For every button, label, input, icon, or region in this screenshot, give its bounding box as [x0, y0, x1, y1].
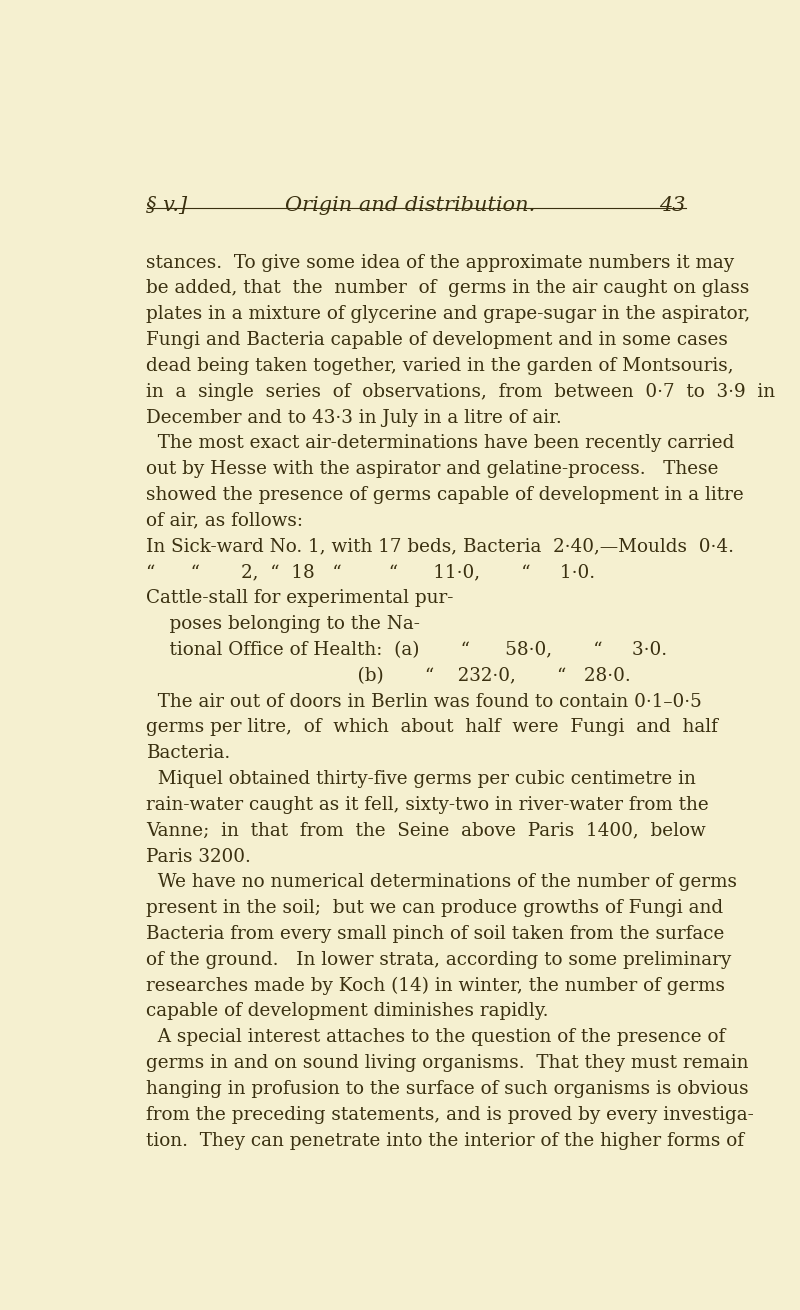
Text: poses belonging to the Na-: poses belonging to the Na-	[146, 616, 420, 633]
Text: tion.  They can penetrate into the interior of the higher forms of: tion. They can penetrate into the interi…	[146, 1132, 745, 1150]
Text: present in the soil;  but we can produce growths of Fungi and: present in the soil; but we can produce …	[146, 899, 724, 917]
Text: December and to 43·3 in July in a litre of air.: December and to 43·3 in July in a litre …	[146, 409, 562, 427]
Text: A special interest attaches to the question of the presence of: A special interest attaches to the quest…	[146, 1028, 726, 1047]
Text: Fungi and Bacteria capable of development and in some cases: Fungi and Bacteria capable of developmen…	[146, 331, 728, 348]
Text: The air out of doors in Berlin was found to contain 0·1–0·5: The air out of doors in Berlin was found…	[146, 693, 702, 710]
Text: Bacteria.: Bacteria.	[146, 744, 230, 762]
Text: of the ground.   In lower strata, according to some preliminary: of the ground. In lower strata, accordin…	[146, 951, 732, 969]
Text: from the preceding statements, and is proved by every investiga-: from the preceding statements, and is pr…	[146, 1106, 754, 1124]
Text: § v.]: § v.]	[146, 195, 188, 215]
Text: plates in a mixture of glycerine and grape-sugar in the aspirator,: plates in a mixture of glycerine and gra…	[146, 305, 750, 324]
Text: Miquel obtained thirty-five germs per cubic centimetre in: Miquel obtained thirty-five germs per cu…	[146, 770, 696, 789]
Text: capable of development diminishes rapidly.: capable of development diminishes rapidl…	[146, 1002, 549, 1020]
Text: tional Office of Health:  (a)       “      58·0,       “     3·0.: tional Office of Health: (a) “ 58·0, “ 3…	[146, 641, 668, 659]
Text: We have no numerical determinations of the number of germs: We have no numerical determinations of t…	[146, 874, 738, 891]
Text: Bacteria from every small pinch of soil taken from the surface: Bacteria from every small pinch of soil …	[146, 925, 725, 943]
Text: of air, as follows:: of air, as follows:	[146, 512, 303, 529]
Text: In Sick-ward No. 1, with 17 beds, Bacteria  2·40,—Moulds  0·4.: In Sick-ward No. 1, with 17 beds, Bacter…	[146, 537, 734, 555]
Text: Origin and distribution.: Origin and distribution.	[285, 195, 535, 215]
Text: Paris 3200.: Paris 3200.	[146, 848, 251, 866]
Text: out by Hesse with the aspirator and gelatine-process.   These: out by Hesse with the aspirator and gela…	[146, 460, 719, 478]
Text: “      “       2,  “  18   “        “      11·0,       “     1·0.: “ “ 2, “ 18 “ “ 11·0, “ 1·0.	[146, 563, 596, 582]
Text: germs in and on sound living organisms.  That they must remain: germs in and on sound living organisms. …	[146, 1055, 749, 1072]
Text: showed the presence of germs capable of development in a litre: showed the presence of germs capable of …	[146, 486, 744, 504]
Text: The most exact air-determinations have been recently carried: The most exact air-determinations have b…	[146, 435, 735, 452]
Text: researches made by Koch (14) in winter, the number of germs: researches made by Koch (14) in winter, …	[146, 977, 726, 994]
Text: 43: 43	[659, 195, 686, 215]
Text: germs per litre,  of  which  about  half  were  Fungi  and  half: germs per litre, of which about half wer…	[146, 718, 718, 736]
Text: rain-water caught as it fell, sixty-two in river-water from the: rain-water caught as it fell, sixty-two …	[146, 796, 710, 814]
Text: in  a  single  series  of  observations,  from  between  0·7  to  3·9  in: in a single series of observations, from…	[146, 383, 776, 401]
Text: dead being taken together, varied in the garden of Montsouris,: dead being taken together, varied in the…	[146, 356, 734, 375]
Text: be added, that  the  number  of  germs in the air caught on glass: be added, that the number of germs in th…	[146, 279, 750, 297]
Text: hanging in profusion to the surface of such organisms is obvious: hanging in profusion to the surface of s…	[146, 1079, 749, 1098]
Text: stances.  To give some idea of the approximate numbers it may: stances. To give some idea of the approx…	[146, 254, 734, 271]
Text: Vanne;  in  that  from  the  Seine  above  Paris  1400,  below: Vanne; in that from the Seine above Pari…	[146, 821, 706, 840]
Text: Cattle-stall for experimental pur-: Cattle-stall for experimental pur-	[146, 590, 454, 608]
Text: (b)       “    232·0,       “   28·0.: (b) “ 232·0, “ 28·0.	[146, 667, 631, 685]
